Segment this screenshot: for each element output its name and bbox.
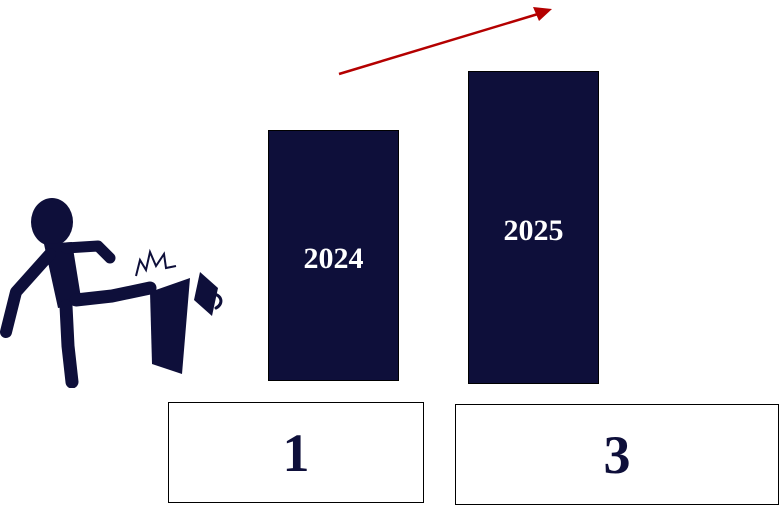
value-box-left: 1	[168, 402, 424, 503]
value-box-right-text: 3	[603, 424, 631, 485]
bar-2025-label: 2025	[503, 214, 564, 247]
value-box-left-text: 1	[282, 422, 310, 483]
bar-2025: 2025	[468, 71, 599, 384]
value-box-right: 3	[455, 404, 779, 505]
bar-2024: 2024	[268, 130, 399, 381]
upward-trend-arrow-icon	[338, 7, 552, 76]
person-kicking-trash-can-icon	[0, 198, 223, 388]
bar-2024-label: 2024	[303, 241, 364, 275]
